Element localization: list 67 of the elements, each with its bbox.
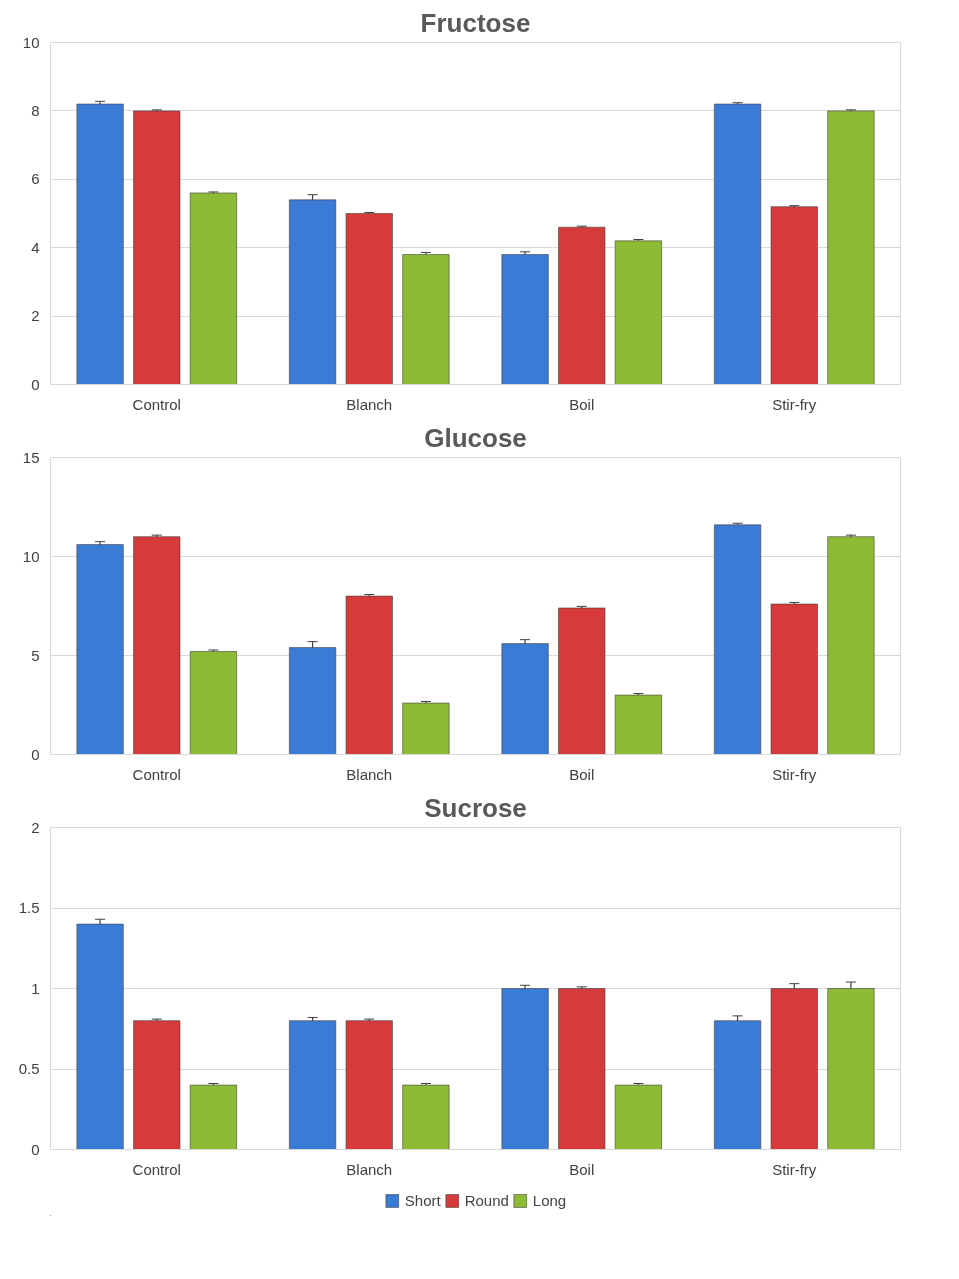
bar <box>76 923 124 1150</box>
bar <box>714 1020 762 1150</box>
y-tick-label: 1 <box>31 979 40 997</box>
chart-title: Sucrose <box>424 792 527 823</box>
bar <box>76 103 124 385</box>
legend-label: Round <box>464 1191 509 1209</box>
bar <box>614 1084 662 1150</box>
bar <box>714 524 762 755</box>
bar <box>614 694 662 755</box>
bar <box>345 595 393 755</box>
x-tick-label: Boil <box>569 1160 595 1178</box>
bar <box>501 988 549 1150</box>
bar <box>402 254 450 385</box>
bar <box>827 536 875 755</box>
bar <box>133 1020 181 1150</box>
legend-label: Long <box>532 1191 567 1209</box>
x-tick-label: Boil <box>569 395 595 413</box>
y-tick-label: 1.5 <box>18 899 40 916</box>
x-tick-label: Blanch <box>346 1160 393 1178</box>
bar <box>189 1084 237 1150</box>
y-tick-label: 2 <box>31 307 40 325</box>
y-tick-label: 0 <box>31 375 40 393</box>
x-tick-label: Control <box>132 765 181 783</box>
y-tick-label: 4 <box>31 238 40 256</box>
y-tick-label: 0 <box>31 1140 40 1158</box>
bar <box>501 643 549 755</box>
y-tick-label: 5 <box>31 646 40 664</box>
bar <box>714 103 762 385</box>
x-tick-label: Boil <box>569 765 595 783</box>
bar <box>345 213 393 385</box>
bar <box>402 702 450 755</box>
bar <box>289 199 337 385</box>
bar <box>345 1020 393 1150</box>
x-tick-label: Control <box>132 1160 181 1178</box>
x-tick-label: Stir-fry <box>772 395 817 413</box>
bar <box>133 536 181 755</box>
bar <box>189 651 237 755</box>
bar <box>189 192 237 385</box>
y-tick-label: 10 <box>22 547 40 565</box>
bar <box>827 110 875 385</box>
bar <box>770 603 818 755</box>
bar <box>76 544 124 755</box>
bar <box>770 206 818 385</box>
y-tick-label: 10 <box>22 33 40 51</box>
y-tick-label: 15 <box>22 448 40 466</box>
legend-label: Short <box>404 1191 441 1209</box>
y-tick-label: 6 <box>31 170 40 188</box>
y-tick-label: 2 <box>31 818 40 836</box>
x-tick-label: Stir-fry <box>772 765 817 783</box>
x-tick-label: Control <box>132 395 181 413</box>
x-tick-label: Stir-fry <box>772 1160 817 1178</box>
bar <box>289 1020 337 1150</box>
y-tick-label: 8 <box>31 101 40 119</box>
y-tick-label: 0.5 <box>18 1060 40 1077</box>
y-tick-label: 0 <box>31 745 40 763</box>
x-tick-label: Blanch <box>346 765 393 783</box>
bar <box>133 110 181 385</box>
bar <box>558 988 606 1150</box>
bar <box>614 240 662 385</box>
chart-title: Glucose <box>424 422 527 453</box>
chart-title: Fructose <box>420 7 531 38</box>
bar <box>501 254 549 385</box>
bar <box>402 1084 450 1150</box>
bar <box>558 226 606 385</box>
bar <box>770 988 818 1150</box>
x-tick-label: Blanch <box>346 395 393 413</box>
bar <box>558 607 606 755</box>
